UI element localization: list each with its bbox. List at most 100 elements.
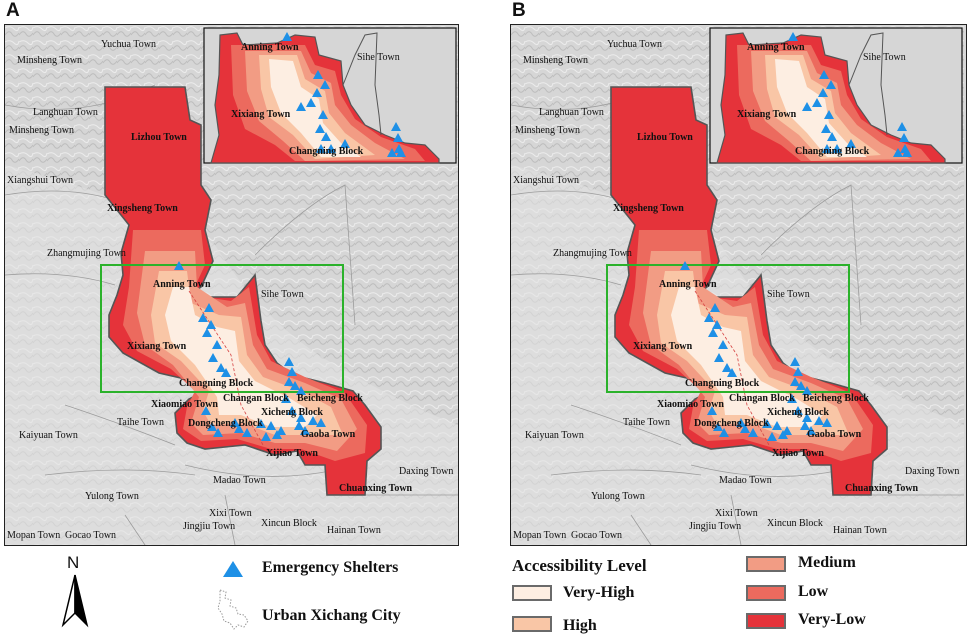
swatch-very-high xyxy=(512,585,552,601)
place-label-xixiang: Xixiang Town xyxy=(127,341,187,352)
shelter-marker xyxy=(201,406,211,415)
legend-shelters-label: Emergency Shelters xyxy=(262,559,399,576)
map-panel-b: Yuchua Town Minsheng Town Langhuan Town Min… xyxy=(510,24,967,546)
shelter-marker xyxy=(814,416,824,425)
shelter-marker xyxy=(788,32,798,41)
shelter-marker xyxy=(230,418,240,427)
shelter-marker xyxy=(340,139,350,148)
swatch-high xyxy=(512,616,552,632)
shelter-marker xyxy=(718,340,728,349)
shelter-marker xyxy=(708,328,718,337)
study-area-box xyxy=(606,264,850,393)
shelter-marker xyxy=(793,367,803,376)
place-label-xixi: Xixi Town xyxy=(715,508,758,519)
place-label-xiaomiao: Xiaomiao Town xyxy=(657,399,724,410)
place-label-madao: Madao Town xyxy=(213,475,266,486)
place-label-dongcheng: Dongcheng Block xyxy=(694,418,769,429)
place-label-inset_sihe: Sihe Town xyxy=(863,52,906,63)
shelter-marker xyxy=(793,406,803,415)
place-label-taihe: Taihe Town xyxy=(117,417,164,428)
shelter-marker xyxy=(276,426,286,435)
shelter-marker xyxy=(748,428,758,437)
place-labels: Yuchua Town Minsheng Town Langhuan Town Min… xyxy=(7,39,453,541)
place-label-anning: Anning Town xyxy=(153,279,211,290)
place-label-inset_anning: Anning Town xyxy=(747,42,805,53)
place-label-xicheng: Xicheng Block xyxy=(261,407,323,418)
place-label-changan: Changan Block xyxy=(729,393,795,404)
shelter-marker xyxy=(393,133,403,142)
place-label-xingsheng: Xingsheng Town xyxy=(107,203,178,214)
place-label-daxing: Daxing Town xyxy=(905,466,959,477)
shelter-marker xyxy=(893,148,903,157)
shelter-marker xyxy=(782,426,792,435)
place-label-xijiao: Xijiao Town xyxy=(772,448,824,459)
shelter-marker xyxy=(790,357,800,366)
urban-outline-icon xyxy=(217,589,249,630)
shelter-marker xyxy=(727,368,737,377)
place-label-daxing: Daxing Town xyxy=(399,466,453,477)
place-label-xixi: Xixi Town xyxy=(209,508,252,519)
shelter-marker xyxy=(899,133,909,142)
level-very-low-label: Very-Low xyxy=(798,611,866,628)
shelter-markers xyxy=(680,32,912,441)
place-label-yulong: Yulong Town xyxy=(591,491,645,502)
place-label-sihe: Sihe Town xyxy=(767,289,810,300)
shelter-marker xyxy=(320,80,330,89)
shelter-marker xyxy=(318,110,328,119)
place-label-xixiang: Xixiang Town xyxy=(633,341,693,352)
shelter-marker xyxy=(284,377,294,386)
shelter-marker xyxy=(207,422,217,431)
shelter-marker xyxy=(812,98,822,107)
shelter-marker xyxy=(208,353,218,362)
shelter-marker xyxy=(821,124,831,133)
shelter-marker xyxy=(290,381,300,390)
shelter-marker xyxy=(316,144,326,153)
place-label-inset_xixiang: Xixiang Town xyxy=(737,109,797,120)
place-label-xijiao: Xijiao Town xyxy=(266,448,318,459)
shelter-marker xyxy=(772,421,782,430)
shelter-marker xyxy=(740,424,750,433)
place-label-jingjiu: Jingjiu Town xyxy=(183,521,235,532)
shelter-marker xyxy=(312,88,322,97)
place-label-mopan: Mopan Town xyxy=(513,530,566,541)
place-label-xiangshui: Xiangshui Town xyxy=(7,175,73,186)
place-label-xincun: Xincun Block xyxy=(767,518,823,529)
place-label-beicheng: Beicheng Block xyxy=(297,393,363,404)
map-svg: Yuchua Town Minsheng Town Langhuan Town Min… xyxy=(511,25,964,545)
shelter-marker xyxy=(212,340,222,349)
swatch-low xyxy=(746,585,786,601)
place-label-beicheng: Beicheng Block xyxy=(803,393,869,404)
shelter-marker xyxy=(206,320,216,329)
place-label-langhuan: Langhuan Town xyxy=(33,107,98,118)
panel-b-letter: B xyxy=(512,0,526,21)
level-medium-label: Medium xyxy=(798,554,856,571)
shelter-marker xyxy=(287,406,297,415)
shelter-marker xyxy=(234,424,244,433)
place-label-zhangmujing: Zhangmujing Town xyxy=(553,248,632,259)
shelter-marker xyxy=(787,394,797,403)
place-label-gaoba: Gaoba Town xyxy=(301,429,356,440)
place-label-dongcheng: Dongcheng Block xyxy=(188,418,263,429)
shelter-marker xyxy=(221,368,231,377)
shelter-markers xyxy=(174,32,406,441)
map-svg: Yuchua Town Minsheng Town Langhuan Town Min… xyxy=(5,25,458,545)
place-label-lizhou: Lizhou Town xyxy=(131,132,187,143)
shelter-marker xyxy=(315,124,325,133)
shelter-marker xyxy=(242,428,252,437)
place-label-minsheng: Minsheng Town xyxy=(17,55,82,66)
inset-map xyxy=(203,27,457,164)
shelter-marker xyxy=(762,419,772,428)
place-label-sihe: Sihe Town xyxy=(261,289,304,300)
shelter-marker xyxy=(261,432,271,441)
place-label-changning: Changning Block xyxy=(685,378,760,389)
shelter-marker xyxy=(704,313,714,322)
place-label-mopan: Mopan Town xyxy=(7,530,60,541)
shelter-marker xyxy=(396,148,406,157)
shelter-marker xyxy=(313,70,323,79)
shelter-marker xyxy=(294,421,304,430)
level-high-label: High xyxy=(563,617,597,634)
place-label-xiaomiao: Xiaomiao Town xyxy=(151,399,218,410)
shelter-marker xyxy=(736,418,746,427)
place-label-xiangshui: Xiangshui Town xyxy=(513,175,579,186)
shelter-marker xyxy=(826,80,836,89)
